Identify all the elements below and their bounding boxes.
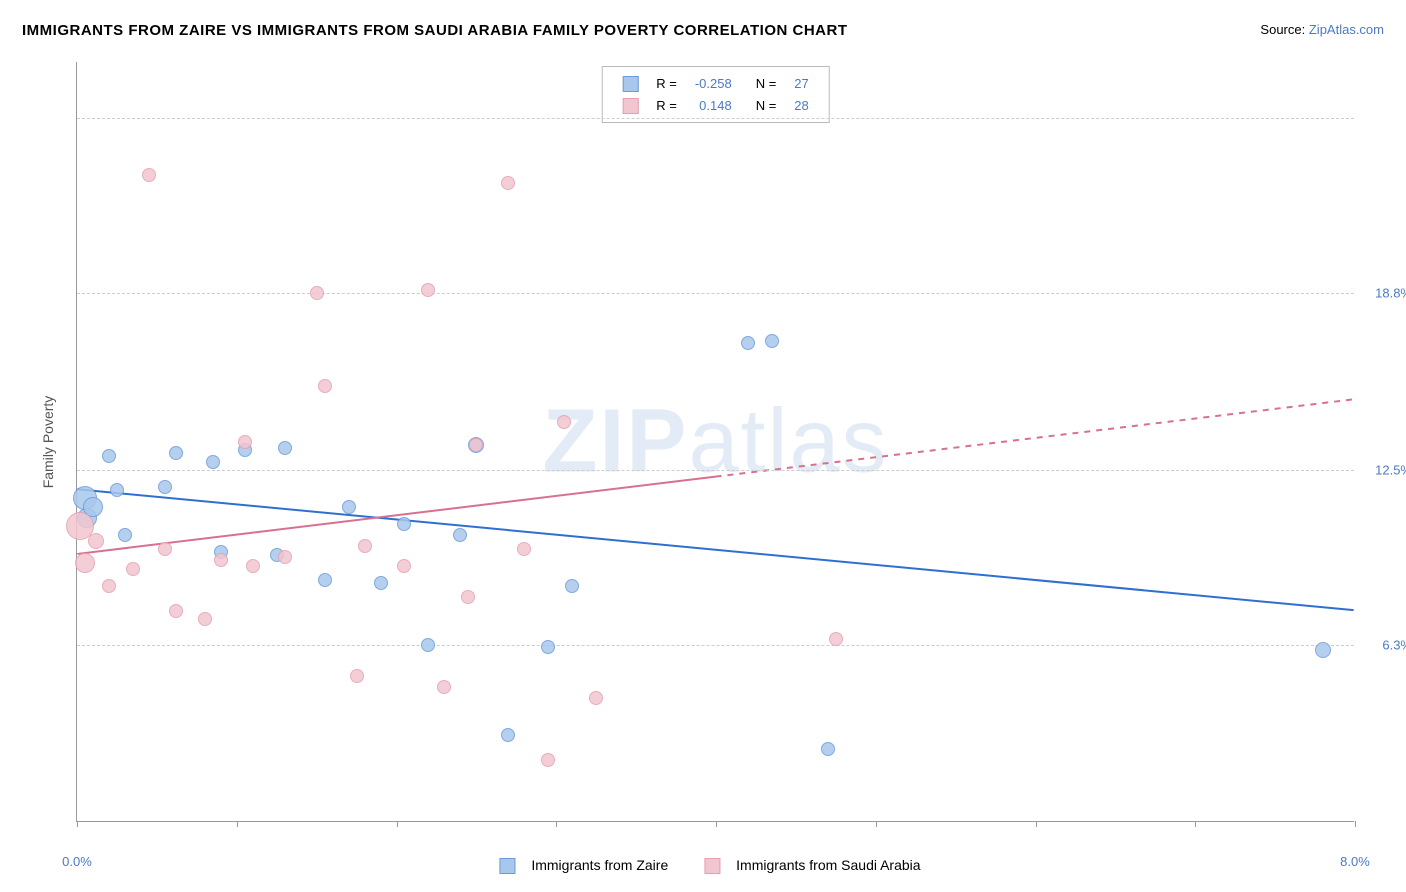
data-point[interactable] — [501, 176, 515, 190]
data-point[interactable] — [310, 286, 324, 300]
data-point[interactable] — [589, 691, 603, 705]
data-point[interactable] — [469, 438, 483, 452]
legend-item: Immigrants from Saudi Arabia — [692, 857, 920, 873]
x-tick — [397, 821, 398, 827]
data-point[interactable] — [557, 415, 571, 429]
data-point[interactable] — [278, 441, 292, 455]
data-point[interactable] — [821, 742, 835, 756]
x-tick — [1036, 821, 1037, 827]
x-tick — [876, 821, 877, 827]
data-point[interactable] — [102, 579, 116, 593]
watermark: ZIPatlas — [542, 390, 888, 493]
plot-area: ZIPatlas R =-0.258N =27R =0.148N =28 6.3… — [76, 62, 1354, 822]
correlation-legend: R =-0.258N =27R =0.148N =28 — [601, 66, 830, 123]
correlation-row: R =0.148N =28 — [614, 96, 817, 117]
chart-container: Family Poverty ZIPatlas R =-0.258N =27R … — [48, 62, 1360, 822]
x-tick — [716, 821, 717, 827]
data-point[interactable] — [501, 728, 515, 742]
data-point[interactable] — [517, 542, 531, 556]
x-tick — [1195, 821, 1196, 827]
data-point[interactable] — [206, 455, 220, 469]
data-point[interactable] — [461, 590, 475, 604]
gridline — [77, 645, 1354, 646]
data-point[interactable] — [318, 379, 332, 393]
y-tick-label: 6.3% — [1382, 637, 1406, 652]
data-point[interactable] — [565, 579, 579, 593]
data-point[interactable] — [118, 528, 132, 542]
data-point[interactable] — [1315, 642, 1331, 658]
data-point[interactable] — [126, 562, 140, 576]
data-point[interactable] — [350, 669, 364, 683]
gridline — [77, 293, 1354, 294]
data-point[interactable] — [102, 449, 116, 463]
data-point[interactable] — [214, 553, 228, 567]
data-point[interactable] — [158, 542, 172, 556]
data-point[interactable] — [765, 334, 779, 348]
data-point[interactable] — [318, 573, 332, 587]
data-point[interactable] — [169, 446, 183, 460]
legend-item: Immigrants from Zaire — [487, 857, 668, 873]
correlation-row: R =-0.258N =27 — [614, 73, 817, 94]
data-point[interactable] — [110, 483, 124, 497]
y-axis-label: Family Poverty — [40, 396, 56, 489]
chart-title: IMMIGRANTS FROM ZAIRE VS IMMIGRANTS FROM… — [22, 22, 848, 39]
y-tick-label: 12.5% — [1375, 463, 1406, 478]
data-point[interactable] — [541, 640, 555, 654]
source-label: Source: — [1260, 22, 1305, 37]
data-point[interactable] — [741, 336, 755, 350]
data-point[interactable] — [88, 533, 104, 549]
series-legend: Immigrants from Zaire Immigrants from Sa… — [475, 857, 932, 874]
data-point[interactable] — [246, 559, 260, 573]
data-point[interactable] — [829, 632, 843, 646]
data-point[interactable] — [238, 435, 252, 449]
data-point[interactable] — [169, 604, 183, 618]
source-attribution: Source: ZipAtlas.com — [1260, 22, 1384, 37]
data-point[interactable] — [421, 283, 435, 297]
x-tick — [1355, 821, 1356, 827]
data-point[interactable] — [437, 680, 451, 694]
data-point[interactable] — [75, 553, 95, 573]
data-point[interactable] — [278, 550, 292, 564]
data-point[interactable] — [421, 638, 435, 652]
data-point[interactable] — [397, 517, 411, 531]
data-point[interactable] — [158, 480, 172, 494]
source-link[interactable]: ZipAtlas.com — [1309, 22, 1384, 37]
x-tick — [77, 821, 78, 827]
data-point[interactable] — [198, 612, 212, 626]
gridline — [77, 118, 1354, 119]
y-tick-label: 18.8% — [1375, 285, 1406, 300]
data-point[interactable] — [453, 528, 467, 542]
data-point[interactable] — [541, 753, 555, 767]
trend-lines — [77, 62, 1354, 821]
x-tick — [237, 821, 238, 827]
data-point[interactable] — [397, 559, 411, 573]
gridline — [77, 470, 1354, 471]
x-tick-label: 0.0% — [62, 854, 92, 869]
data-point[interactable] — [358, 539, 372, 553]
data-point[interactable] — [142, 168, 156, 182]
data-point[interactable] — [342, 500, 356, 514]
data-point[interactable] — [374, 576, 388, 590]
x-tick-label: 8.0% — [1340, 854, 1370, 869]
x-tick — [556, 821, 557, 827]
